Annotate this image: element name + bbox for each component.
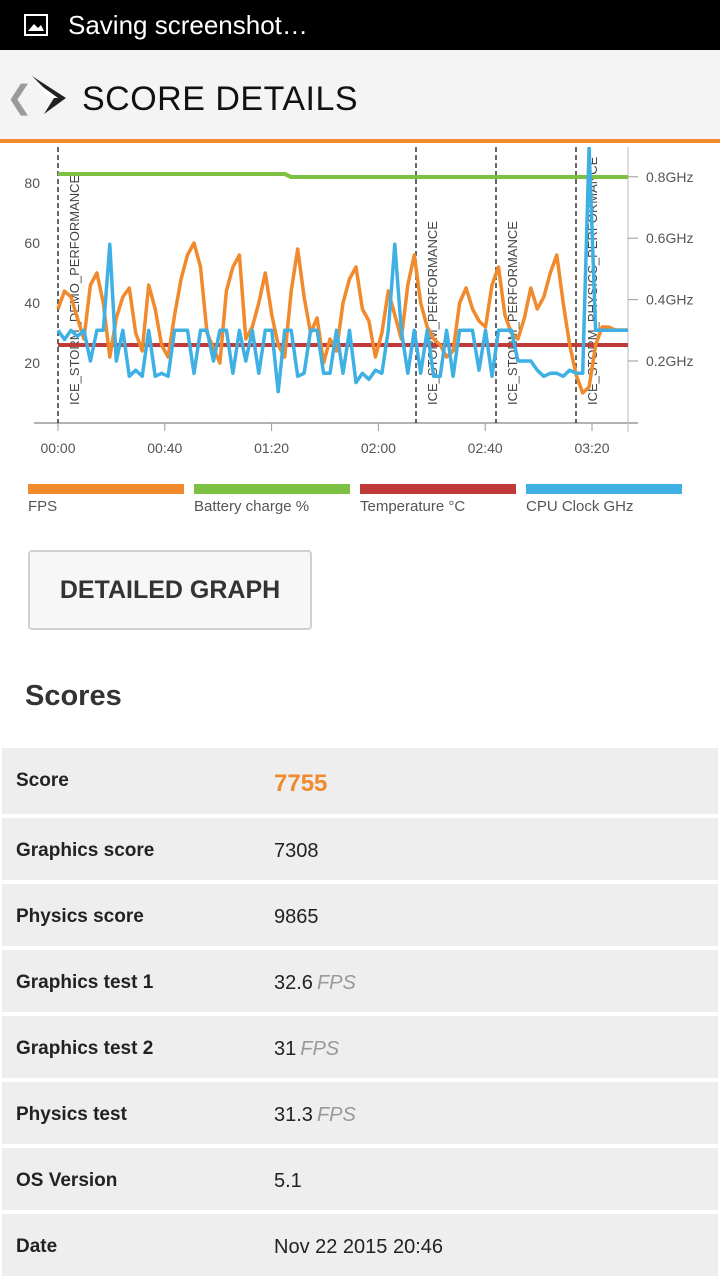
scores-table: Score 7755 Graphics score 7308 Physics score… bbox=[2, 744, 718, 1276]
y-right-tick-label: 0.4GHz bbox=[646, 292, 693, 308]
score-row-label: OS Version bbox=[16, 1170, 118, 1191]
score-row-value: 31.3 FPS bbox=[274, 1104, 356, 1127]
legend-item: FPS bbox=[28, 484, 184, 515]
score-row-label: Date bbox=[16, 1236, 58, 1257]
y-left-tick-label: 20 bbox=[24, 355, 40, 371]
score-row-label: Physics test bbox=[16, 1104, 127, 1125]
app-bar: ❮ SCORE DETAILS bbox=[0, 50, 720, 143]
score-row-label: Physics score bbox=[16, 906, 144, 927]
score-row: Date Nov 22 2015 20:46 bbox=[2, 1210, 718, 1276]
score-row-label: Graphics test 1 bbox=[16, 972, 154, 993]
score-row: Physics test 31.3 FPS bbox=[2, 1078, 718, 1144]
score-unit: FPS bbox=[316, 1104, 356, 1126]
score-value-text: 9865 bbox=[274, 906, 319, 928]
legend-swatch bbox=[194, 484, 350, 494]
legend-swatch bbox=[360, 484, 516, 494]
legend-label: Battery charge % bbox=[194, 498, 310, 515]
score-row: Graphics test 1 32.6 FPS bbox=[2, 946, 718, 1012]
back-chevron-icon[interactable]: ❮ bbox=[6, 79, 33, 115]
battery-series-line bbox=[58, 172, 628, 179]
phase-marker-label: ICE_STORM_PERFORMANCE bbox=[505, 221, 520, 405]
legend-label: Temperature °C bbox=[360, 498, 466, 515]
x-tick-label: 03:20 bbox=[574, 440, 609, 456]
score-row: Graphics score 7308 bbox=[2, 814, 718, 880]
legend-swatch bbox=[28, 484, 184, 494]
legend-item: Battery charge % bbox=[194, 484, 350, 515]
score-row-value: 7755 bbox=[274, 770, 327, 798]
cpu-clock-series-line bbox=[56, 147, 628, 394]
score-value-text: 5.1 bbox=[274, 1170, 302, 1192]
legend-item: Temperature °C bbox=[360, 484, 516, 515]
score-row-value: 32.6 FPS bbox=[274, 972, 356, 995]
y-left-tick-label: 80 bbox=[24, 175, 40, 191]
x-tick-label: 00:00 bbox=[40, 440, 75, 456]
3dmark-logo-icon[interactable] bbox=[28, 72, 70, 118]
legend-swatch bbox=[526, 484, 682, 494]
y-right-tick-label: 0.8GHz bbox=[646, 169, 693, 185]
legend-item: CPU Clock GHz bbox=[526, 484, 682, 515]
score-row: Score 7755 bbox=[2, 744, 718, 814]
scores-title: Scores bbox=[25, 680, 122, 712]
phase-marker-label: ICE_STORM_DEMO_PERFORMANCE bbox=[67, 174, 82, 405]
legend-label: FPS bbox=[28, 498, 58, 515]
score-value-text: 7755 bbox=[274, 770, 328, 797]
score-row-value: 5.1 bbox=[274, 1170, 302, 1193]
legend-label: CPU Clock GHz bbox=[526, 498, 634, 515]
status-text: Saving screenshot… bbox=[68, 10, 308, 40]
fps-series-line bbox=[56, 241, 628, 395]
score-row: Physics score 9865 bbox=[2, 880, 718, 946]
score-row-label: Graphics score bbox=[16, 840, 155, 861]
score-row-label: Graphics test 2 bbox=[16, 1038, 154, 1059]
score-value-text: 31.3 bbox=[274, 1104, 313, 1126]
score-row-value: Nov 22 2015 20:46 bbox=[274, 1236, 443, 1259]
x-tick-label: 02:40 bbox=[468, 440, 503, 456]
score-value-text: 31 bbox=[274, 1038, 297, 1060]
x-tick-label: 02:00 bbox=[361, 440, 396, 456]
score-row: Graphics test 2 31 FPS bbox=[2, 1012, 718, 1078]
score-row-label: Score bbox=[16, 770, 69, 791]
score-unit: FPS bbox=[316, 972, 356, 994]
score-unit: FPS bbox=[300, 1038, 340, 1060]
score-value-text: 7308 bbox=[274, 840, 319, 862]
x-tick-label: 01:20 bbox=[254, 440, 289, 456]
chart-legend: FPS Battery charge % Temperature °C CPU Clo… bbox=[28, 484, 692, 524]
y-left-tick-label: 60 bbox=[24, 235, 40, 251]
phase-marker-label: ICE_STORM_PERFORMANCE bbox=[425, 221, 440, 405]
score-row-value: 9865 bbox=[274, 906, 319, 929]
page-title: SCORE DETAILS bbox=[82, 80, 359, 118]
x-tick-label: 00:40 bbox=[147, 440, 182, 456]
score-row-value: 7308 bbox=[274, 840, 319, 863]
detailed-graph-button[interactable]: DETAILED GRAPH bbox=[28, 550, 312, 630]
status-bar: Saving screenshot… bbox=[0, 0, 720, 50]
y-right-tick-label: 0.6GHz bbox=[646, 230, 693, 246]
screenshot-image-icon bbox=[24, 14, 48, 36]
score-row-value: 31 FPS bbox=[274, 1038, 339, 1061]
score-row: OS Version 5.1 bbox=[2, 1144, 718, 1210]
performance-chart: 20 40 60 80 0.2GHz 0.4GHz 0.6GHz 0.8GHz 00:00 00:… bbox=[24, 147, 693, 456]
score-value-text: Nov 22 2015 20:46 bbox=[274, 1236, 444, 1258]
y-left-tick-label: 40 bbox=[24, 295, 40, 311]
y-right-tick-label: 0.2GHz bbox=[646, 353, 693, 369]
score-value-text: 32.6 bbox=[274, 972, 313, 994]
